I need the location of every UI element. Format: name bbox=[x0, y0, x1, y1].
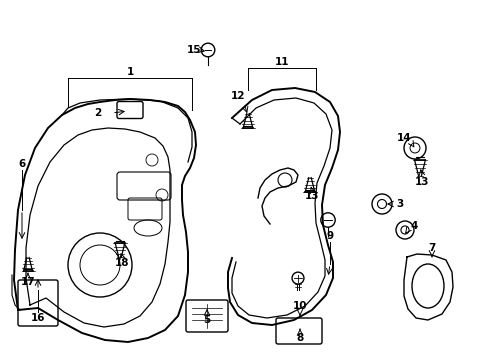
Text: 2: 2 bbox=[94, 108, 102, 118]
Text: 14: 14 bbox=[396, 133, 410, 143]
Text: 5: 5 bbox=[203, 315, 210, 325]
Text: 16: 16 bbox=[31, 313, 45, 323]
Text: 12: 12 bbox=[230, 91, 245, 101]
Text: 11: 11 bbox=[274, 57, 289, 67]
Text: 6: 6 bbox=[19, 159, 25, 169]
Text: 1: 1 bbox=[126, 67, 133, 77]
Text: 13: 13 bbox=[414, 177, 428, 187]
Text: 13: 13 bbox=[304, 191, 319, 201]
Text: 17: 17 bbox=[20, 277, 35, 287]
Text: 15: 15 bbox=[186, 45, 201, 55]
Text: 18: 18 bbox=[115, 258, 129, 268]
Text: 8: 8 bbox=[296, 333, 303, 343]
Text: 7: 7 bbox=[427, 243, 435, 253]
Text: 9: 9 bbox=[326, 231, 333, 241]
Text: 4: 4 bbox=[409, 221, 417, 231]
Text: 3: 3 bbox=[396, 199, 403, 209]
Text: 10: 10 bbox=[292, 301, 306, 311]
